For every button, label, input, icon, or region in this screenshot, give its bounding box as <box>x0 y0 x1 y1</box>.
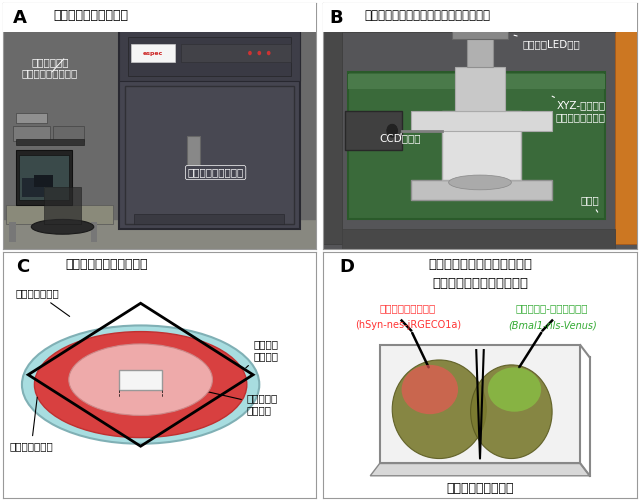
Ellipse shape <box>392 360 486 459</box>
Text: 視交叉上核の長期培養法: 視交叉上核の長期培養法 <box>66 258 148 271</box>
Bar <box>22 178 44 197</box>
Ellipse shape <box>386 123 399 138</box>
Text: (Bmal1-nls-Venus): (Bmal1-nls-Venus) <box>508 320 596 330</box>
Bar <box>3 3 316 32</box>
Bar <box>44 187 81 224</box>
Text: 温度制御チャンバー内の顕微鏡システム: 温度制御チャンバー内の顕微鏡システム <box>364 9 490 22</box>
Text: C: C <box>16 258 29 276</box>
Bar <box>342 229 615 249</box>
Text: XYZ-ステージ
顕微鏡用培養装置: XYZ-ステージ 顕微鏡用培養装置 <box>552 96 605 122</box>
Text: アデノ随伴ウイルスを用いた: アデノ随伴ウイルスを用いた <box>428 258 532 271</box>
Text: ミネラルオイル: ミネラルオイル <box>16 288 70 316</box>
Bar <box>323 8 342 244</box>
Bar <box>10 222 16 241</box>
Text: 視交叉上核組織切片: 視交叉上核組織切片 <box>446 481 514 494</box>
Ellipse shape <box>68 344 212 415</box>
Text: 酸素透過
フィルム: 酸素透過 フィルム <box>246 340 278 368</box>
Text: D: D <box>339 258 354 276</box>
Bar <box>119 27 300 229</box>
Ellipse shape <box>257 51 261 55</box>
Ellipse shape <box>470 365 552 459</box>
Polygon shape <box>370 463 590 476</box>
Bar <box>348 74 605 89</box>
Bar <box>345 111 402 150</box>
Bar <box>16 114 47 123</box>
Polygon shape <box>380 345 580 463</box>
Text: 顕微鏡システムの外観: 顕微鏡システムの外観 <box>53 9 128 22</box>
Ellipse shape <box>31 219 94 234</box>
Text: 温度制御チャンバー: 温度制御チャンバー <box>188 167 244 178</box>
Bar <box>323 3 637 32</box>
Bar <box>131 44 175 62</box>
Bar <box>411 180 552 200</box>
Text: CCDカメラ: CCDカメラ <box>380 133 421 143</box>
Ellipse shape <box>248 51 252 55</box>
Text: カルシウムセンサー: カルシウムセンサー <box>380 303 436 313</box>
Bar <box>35 175 53 188</box>
Text: A: A <box>13 9 26 27</box>
Text: B: B <box>330 9 343 27</box>
Ellipse shape <box>488 367 541 411</box>
Bar <box>125 87 294 224</box>
Bar <box>53 126 84 140</box>
Bar <box>19 155 68 200</box>
Bar <box>181 44 291 62</box>
Text: 時計遺伝子-蛍光タンパク: 時計遺伝子-蛍光タンパク <box>516 303 588 313</box>
Text: (hSyn-nes-jRGECO1a): (hSyn-nes-jRGECO1a) <box>355 320 461 330</box>
Bar <box>6 205 113 224</box>
Text: 防振台: 防振台 <box>580 195 599 212</box>
Bar <box>411 111 552 131</box>
Bar <box>342 3 615 32</box>
Text: 透過光用LED光源: 透過光用LED光源 <box>514 35 580 49</box>
Ellipse shape <box>267 51 271 55</box>
Text: 視交叉上核への遺伝子導入: 視交叉上核への遺伝子導入 <box>432 277 528 290</box>
Ellipse shape <box>449 175 511 190</box>
Bar <box>442 111 521 180</box>
Bar <box>13 126 50 140</box>
Bar <box>128 37 291 76</box>
Bar <box>455 66 505 111</box>
Bar <box>16 150 72 205</box>
Ellipse shape <box>35 331 247 438</box>
Bar <box>467 37 493 66</box>
Text: espec: espec <box>143 50 163 55</box>
Bar <box>119 27 300 81</box>
Text: 視交叉上核
組織切片: 視交叉上核 組織切片 <box>168 383 278 415</box>
Bar <box>348 71 605 219</box>
Text: 制御パソコン
温度コントローラ等: 制御パソコン 温度コントローラ等 <box>22 57 78 78</box>
Bar <box>119 370 163 389</box>
Bar <box>452 27 508 40</box>
Bar <box>134 214 284 224</box>
Text: 培養メンブレン: 培養メンブレン <box>10 397 53 451</box>
Bar <box>16 139 84 145</box>
Bar <box>615 8 637 244</box>
Ellipse shape <box>22 325 259 444</box>
Ellipse shape <box>402 365 458 414</box>
Bar <box>188 136 200 165</box>
Bar <box>91 222 97 241</box>
